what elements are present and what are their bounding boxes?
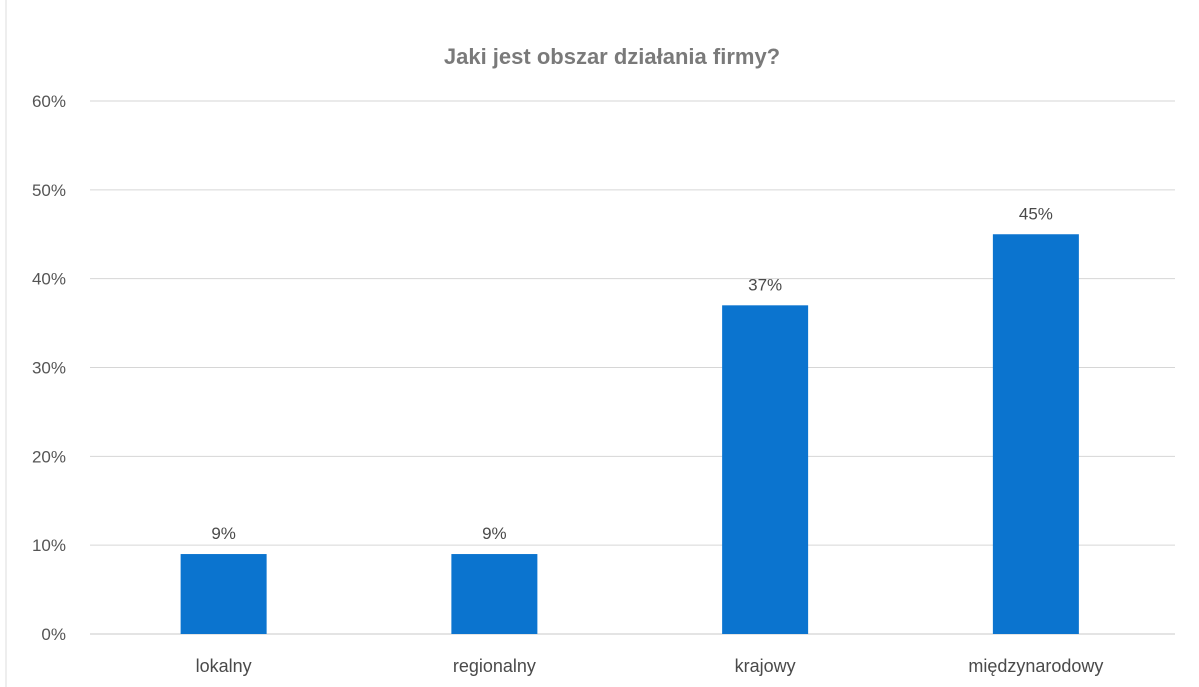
y-tick-label: 40% bbox=[32, 270, 66, 289]
category-label-regionalny: regionalny bbox=[453, 656, 536, 676]
gridlines bbox=[90, 100, 1175, 635]
y-tick-label: 20% bbox=[32, 447, 66, 466]
data-label-regionalny: 9% bbox=[482, 524, 507, 543]
data-labels: 9% 9% 37% 45% bbox=[211, 204, 1053, 543]
data-label-krajowy: 37% bbox=[748, 275, 782, 294]
y-tick-label: 50% bbox=[32, 181, 66, 200]
y-tick-label: 10% bbox=[32, 536, 66, 555]
y-tick-label: 0% bbox=[41, 625, 66, 644]
bars bbox=[180, 234, 1079, 634]
data-label-międzynarodowy: 45% bbox=[1019, 204, 1053, 223]
y-tick-label: 30% bbox=[32, 359, 66, 378]
category-label-międzynarodowy: międzynarodowy bbox=[968, 656, 1103, 676]
category-label-lokalny: lokalny bbox=[196, 656, 252, 676]
bar-lokalny bbox=[180, 554, 267, 634]
y-axis-tick-labels: 0% 10% 20% 30% 40% 50% 60% bbox=[32, 92, 66, 644]
bar-regionalny bbox=[451, 554, 538, 634]
chart-title: Jaki jest obszar działania firmy? bbox=[444, 44, 780, 69]
x-axis-category-labels: lokalny regionalny krajowy międzynarodowy bbox=[196, 656, 1104, 676]
data-label-lokalny: 9% bbox=[211, 524, 236, 543]
category-label-krajowy: krajowy bbox=[735, 656, 796, 676]
y-tick-label: 60% bbox=[32, 92, 66, 111]
bar-międzynarodowy bbox=[992, 234, 1079, 634]
bar-krajowy bbox=[722, 305, 809, 634]
